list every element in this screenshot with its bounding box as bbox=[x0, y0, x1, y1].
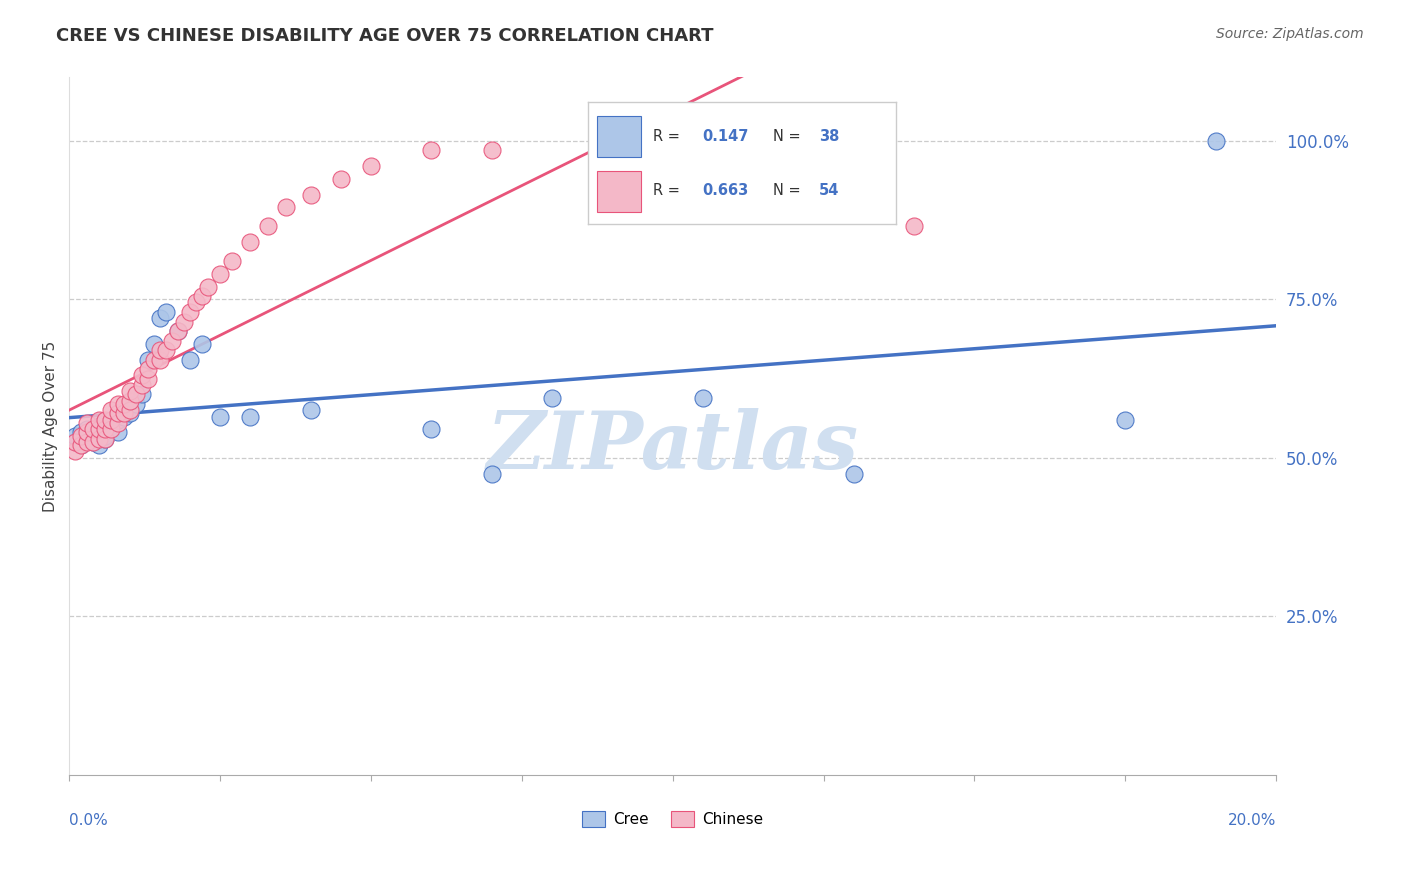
Point bbox=[82, 428, 104, 442]
Point bbox=[149, 352, 172, 367]
Point bbox=[166, 324, 188, 338]
Point bbox=[299, 187, 322, 202]
Point bbox=[94, 413, 117, 427]
Point bbox=[221, 254, 243, 268]
Point bbox=[184, 295, 207, 310]
Point bbox=[100, 419, 122, 434]
Point bbox=[100, 403, 122, 417]
Point bbox=[903, 219, 925, 234]
Point bbox=[142, 336, 165, 351]
Point bbox=[118, 406, 141, 420]
Text: 20.0%: 20.0% bbox=[1227, 814, 1277, 828]
Point bbox=[65, 444, 87, 458]
Point bbox=[136, 352, 159, 367]
Point bbox=[76, 432, 98, 446]
Point bbox=[276, 201, 298, 215]
Point bbox=[70, 438, 93, 452]
Point bbox=[842, 467, 865, 481]
Point bbox=[112, 406, 135, 420]
Point bbox=[191, 336, 214, 351]
Point bbox=[131, 387, 153, 401]
Point bbox=[65, 434, 87, 449]
Point bbox=[481, 144, 503, 158]
Point bbox=[107, 397, 129, 411]
Point bbox=[112, 397, 135, 411]
Point bbox=[112, 409, 135, 424]
Point bbox=[107, 416, 129, 430]
Point bbox=[481, 467, 503, 481]
Point bbox=[179, 305, 201, 319]
Point bbox=[82, 434, 104, 449]
Point bbox=[239, 235, 262, 250]
Point bbox=[360, 159, 382, 173]
Point bbox=[602, 150, 624, 164]
Point bbox=[541, 391, 564, 405]
Point bbox=[118, 403, 141, 417]
Point bbox=[136, 362, 159, 376]
Text: ZIPatlas: ZIPatlas bbox=[486, 409, 859, 486]
Text: 0.0%: 0.0% bbox=[69, 814, 108, 828]
Point bbox=[209, 267, 232, 281]
Point bbox=[100, 413, 122, 427]
Point bbox=[173, 314, 195, 328]
Point bbox=[76, 416, 98, 430]
Point bbox=[299, 403, 322, 417]
Point bbox=[94, 432, 117, 446]
Point bbox=[142, 352, 165, 367]
Point bbox=[155, 305, 177, 319]
Point bbox=[94, 432, 117, 446]
Point bbox=[107, 413, 129, 427]
Point bbox=[155, 343, 177, 357]
Point bbox=[420, 144, 443, 158]
Point bbox=[239, 409, 262, 424]
Point bbox=[124, 387, 146, 401]
Point bbox=[166, 324, 188, 338]
Point bbox=[65, 428, 87, 442]
Point bbox=[149, 343, 172, 357]
Point bbox=[160, 334, 183, 348]
Point bbox=[692, 391, 714, 405]
Point bbox=[94, 422, 117, 436]
Point bbox=[100, 413, 122, 427]
Point bbox=[124, 397, 146, 411]
Point bbox=[131, 368, 153, 383]
Point bbox=[257, 219, 280, 234]
Point bbox=[70, 428, 93, 442]
Text: CREE VS CHINESE DISABILITY AGE OVER 75 CORRELATION CHART: CREE VS CHINESE DISABILITY AGE OVER 75 C… bbox=[56, 27, 714, 45]
Point bbox=[209, 409, 232, 424]
Point bbox=[89, 413, 111, 427]
Point bbox=[329, 172, 352, 186]
Point bbox=[179, 352, 201, 367]
Point bbox=[94, 428, 117, 442]
Point bbox=[89, 432, 111, 446]
Point bbox=[82, 422, 104, 436]
Point bbox=[89, 419, 111, 434]
Point bbox=[65, 434, 87, 449]
Point bbox=[136, 371, 159, 385]
Legend: Cree, Chinese: Cree, Chinese bbox=[576, 805, 769, 833]
Point bbox=[89, 422, 111, 436]
Point bbox=[149, 311, 172, 326]
Point bbox=[70, 425, 93, 440]
Point bbox=[76, 425, 98, 440]
Point bbox=[89, 438, 111, 452]
Point bbox=[118, 393, 141, 408]
Point bbox=[131, 378, 153, 392]
Point bbox=[1205, 134, 1227, 148]
Point bbox=[100, 422, 122, 436]
Point bbox=[89, 422, 111, 436]
Point bbox=[197, 279, 219, 293]
Point bbox=[76, 422, 98, 436]
Point bbox=[107, 425, 129, 440]
Point bbox=[420, 422, 443, 436]
Point bbox=[70, 438, 93, 452]
Point bbox=[191, 289, 214, 303]
Point bbox=[107, 406, 129, 420]
Y-axis label: Disability Age Over 75: Disability Age Over 75 bbox=[44, 341, 58, 512]
Point bbox=[118, 384, 141, 399]
Point bbox=[1114, 413, 1136, 427]
Text: Source: ZipAtlas.com: Source: ZipAtlas.com bbox=[1216, 27, 1364, 41]
Point bbox=[82, 434, 104, 449]
Point bbox=[76, 434, 98, 449]
